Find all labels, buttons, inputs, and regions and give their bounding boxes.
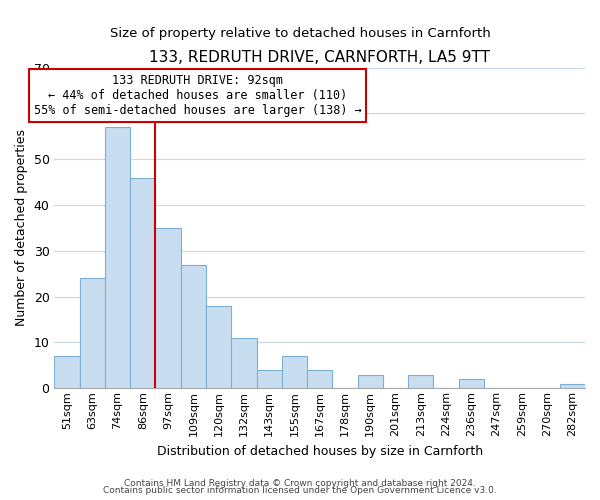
Bar — [155, 228, 181, 388]
Bar — [257, 370, 282, 388]
Text: Contains public sector information licensed under the Open Government Licence v3: Contains public sector information licen… — [103, 486, 497, 495]
Bar — [560, 384, 585, 388]
Bar — [307, 370, 332, 388]
Y-axis label: Number of detached properties: Number of detached properties — [15, 130, 28, 326]
Bar — [181, 264, 206, 388]
Text: 133 REDRUTH DRIVE: 92sqm
← 44% of detached houses are smaller (110)
55% of semi-: 133 REDRUTH DRIVE: 92sqm ← 44% of detach… — [34, 74, 362, 117]
Bar — [458, 379, 484, 388]
Bar — [55, 356, 80, 388]
Bar — [408, 374, 433, 388]
Bar — [231, 338, 257, 388]
Bar — [206, 306, 231, 388]
Text: Size of property relative to detached houses in Carnforth: Size of property relative to detached ho… — [110, 28, 490, 40]
Bar — [282, 356, 307, 388]
Bar — [358, 374, 383, 388]
Bar — [80, 278, 105, 388]
Title: 133, REDRUTH DRIVE, CARNFORTH, LA5 9TT: 133, REDRUTH DRIVE, CARNFORTH, LA5 9TT — [149, 50, 490, 65]
Text: Contains HM Land Registry data © Crown copyright and database right 2024.: Contains HM Land Registry data © Crown c… — [124, 478, 476, 488]
X-axis label: Distribution of detached houses by size in Carnforth: Distribution of detached houses by size … — [157, 444, 483, 458]
Bar — [130, 178, 155, 388]
Bar — [105, 127, 130, 388]
